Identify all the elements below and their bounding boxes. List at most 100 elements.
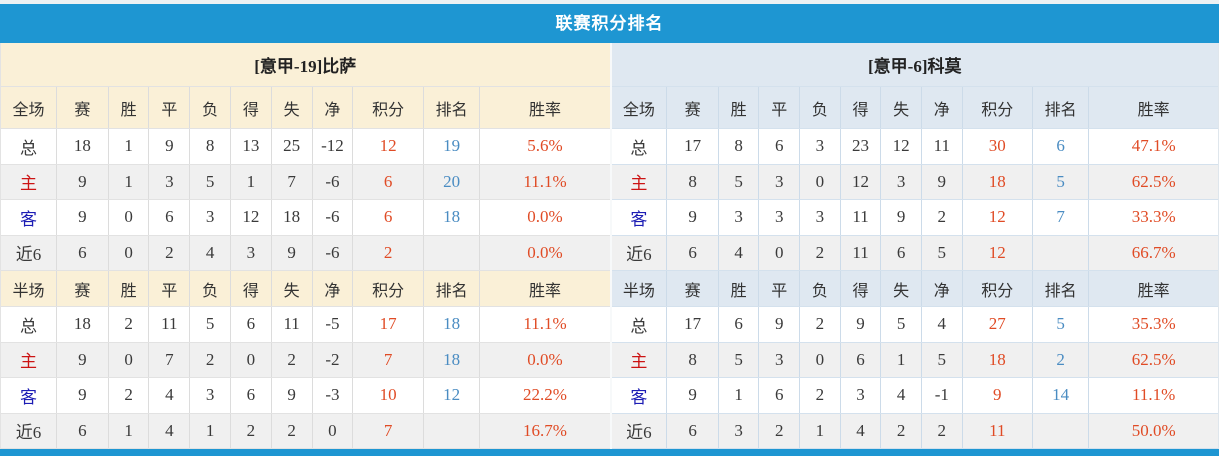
- stat-cell-rank: 18: [424, 200, 481, 235]
- panel-left: [意甲-19]比萨 全场赛胜平负得失净积分 排名 胜率总 18 1 9 8 13 25 -12 12 1…: [1, 43, 610, 449]
- stat-cell-num: 3: [149, 164, 191, 199]
- table-row: 总 17 8 6 3 23 12 11 30 6 47.1%: [611, 129, 1218, 165]
- stat-cell-num: 6: [231, 378, 272, 413]
- stat-cell-num: 6: [759, 129, 801, 164]
- stat-cell-points: 12: [963, 200, 1033, 235]
- column-header-cell: 净: [313, 271, 354, 306]
- stat-cell-rate: 33.3%: [1131, 207, 1176, 227]
- stat-cell-num: 4: [719, 235, 760, 270]
- stat-cell-num: 3: [759, 164, 801, 199]
- team-panels: [意甲-19]比萨 全场赛胜平负得失净积分 排名 胜率总 18 1 9 8 13 25 -12 12 1…: [0, 43, 1219, 449]
- row-label-cell: 近6: [1, 235, 57, 270]
- column-header-cell: 失: [881, 87, 922, 128]
- column-header-cell: 胜率: [1137, 101, 1170, 119]
- table-row: 近6 6 3 2 1 4 2 2 11 50.0%: [611, 413, 1218, 449]
- row-label-cell: 主: [1, 164, 57, 199]
- stat-cell-num: 1: [719, 378, 760, 413]
- stat-cell-num: 3: [190, 378, 231, 413]
- scope-header-cell: 全场: [1, 87, 57, 128]
- scope-header-cell: 半场: [1, 271, 57, 306]
- column-header-cell: 积分: [353, 271, 424, 306]
- page-title: 联赛积分排名: [0, 4, 1219, 43]
- stat-cell-rank: 5: [1033, 307, 1090, 342]
- column-header-cell: 赛: [667, 271, 719, 306]
- stat-cell-num: 9: [57, 378, 109, 413]
- stat-cell-rate: 11.1%: [1132, 385, 1176, 405]
- stat-cell-points: 6: [353, 200, 424, 235]
- column-header-cell: 积分: [963, 87, 1033, 128]
- stat-cell-num: 6: [57, 235, 109, 270]
- scope-header-cell: 全场: [612, 87, 668, 128]
- stat-cell-num: 3: [190, 200, 231, 235]
- row-label-cell: 近6: [1, 413, 57, 448]
- stat-cell-num: 5: [881, 307, 922, 342]
- column-header-cell: 胜: [109, 271, 150, 306]
- stat-cell-points: 7: [353, 342, 424, 377]
- header-row: 半场赛胜平负得失净积分 排名 胜率: [1, 271, 610, 307]
- stat-cell-rate: 11.1%: [523, 171, 567, 191]
- stat-cell-num: 2: [759, 413, 801, 448]
- table-row: 主 9 0 7 2 0 2 -2 7 18 0.0%: [1, 342, 610, 378]
- stat-cell-num: 6: [719, 307, 760, 342]
- stat-cell-num: 1: [190, 413, 231, 448]
- column-header-cell: 积分: [353, 87, 424, 128]
- stat-cell-points: 11: [963, 413, 1033, 448]
- stat-cell-num: 6: [667, 413, 719, 448]
- stat-cell-num: 9: [57, 200, 109, 235]
- table-row: 近6 6 0 2 4 3 9 -6 2 0.0%: [1, 235, 610, 271]
- stat-cell-num: 2: [800, 378, 841, 413]
- stat-cell-num: 1: [109, 129, 150, 164]
- stat-cell-num: -5: [313, 307, 354, 342]
- stat-cell-num: 9: [667, 200, 719, 235]
- stat-cell-num: 2: [922, 200, 963, 235]
- stat-cell-num: 0: [231, 342, 272, 377]
- stat-cell-num: 23: [841, 129, 882, 164]
- stat-cell-num: 4: [190, 235, 231, 270]
- stat-cell-num: 2: [272, 413, 313, 448]
- row-label-cell: 客: [612, 200, 668, 235]
- column-header-cell: 净: [922, 87, 963, 128]
- stat-cell-num: 6: [149, 200, 191, 235]
- stat-cell-num: 5: [719, 164, 760, 199]
- stat-cell-num: 1: [881, 342, 922, 377]
- stat-cell-num: 12: [881, 129, 922, 164]
- stat-cell-points: 9: [963, 378, 1033, 413]
- stat-cell-num: 6: [841, 342, 882, 377]
- stat-cell-num: 2: [800, 307, 841, 342]
- stat-cell-num: 3: [231, 235, 272, 270]
- stat-cell-num: -3: [313, 378, 354, 413]
- stat-cell-num: 2: [272, 342, 313, 377]
- stat-cell-num: 0: [313, 413, 354, 448]
- row-label-cell: 近6: [612, 413, 668, 448]
- column-header-cell: 负: [800, 271, 841, 306]
- stat-cell-num: 9: [759, 307, 801, 342]
- row-label-cell: 主: [612, 164, 668, 199]
- row-label-cell: 主: [1, 342, 57, 377]
- stat-cell-rank: [1033, 235, 1090, 270]
- row-label-cell: 客: [612, 378, 668, 413]
- team-title: [意甲-19]比萨: [1, 43, 610, 87]
- table-row: 总 18 2 11 5 6 11 -5 17 18 11.1%: [1, 307, 610, 343]
- stat-cell-num: 0: [109, 235, 150, 270]
- stat-cell-rate: 16.7%: [523, 420, 567, 440]
- stat-cell-num: 6: [759, 378, 801, 413]
- stat-cell-num: 8: [667, 164, 719, 199]
- stat-cell-rank: 18: [424, 342, 481, 377]
- stat-cell-points: 12: [963, 235, 1033, 270]
- stat-cell-points: 2: [353, 235, 424, 270]
- stat-cell-num: 0: [800, 164, 841, 199]
- stat-cell-points: 27: [963, 307, 1033, 342]
- column-header-cell: 赛: [57, 271, 109, 306]
- stat-cell-num: 1: [800, 413, 841, 448]
- stat-cell-points: 18: [963, 342, 1033, 377]
- stat-cell-num: 3: [800, 129, 841, 164]
- column-header-cell: 排名: [1033, 87, 1090, 128]
- stat-cell-num: 11: [272, 307, 313, 342]
- table-row: 近6 6 4 0 2 11 6 5 12 66.7%: [611, 235, 1218, 271]
- column-header-cell: 负: [190, 271, 231, 306]
- stat-cell-num: 11: [841, 200, 882, 235]
- stat-cell-num: 1: [109, 164, 150, 199]
- stat-cell-num: 9: [57, 164, 109, 199]
- stat-cell-rate: 22.2%: [523, 385, 567, 405]
